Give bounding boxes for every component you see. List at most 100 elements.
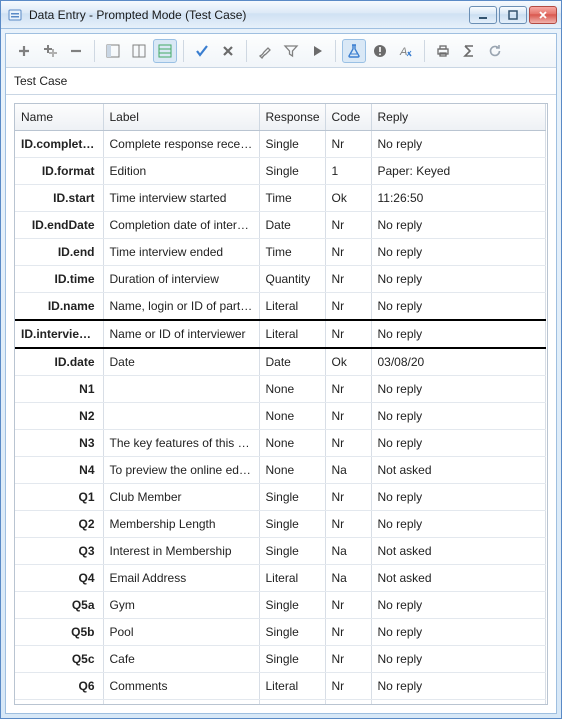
plus-multi-icon	[42, 43, 58, 59]
table-row[interactable]: ID.timeDuration of interviewQuantityNrNo…	[15, 266, 545, 293]
play-icon	[309, 43, 325, 59]
refresh-button[interactable]	[483, 39, 507, 63]
sigma-button[interactable]	[457, 39, 481, 63]
cell-code: Nr	[325, 293, 371, 321]
cell-name: N2	[15, 403, 103, 430]
data-grid: NameLabelResponseCodeReply ID.completedC…	[15, 104, 546, 705]
cell-name: Q3	[15, 538, 103, 565]
cell-code: Na	[325, 565, 371, 592]
plus-icon	[16, 43, 32, 59]
table-row[interactable]: Q2Membership LengthSingleNrNo reply	[15, 511, 545, 538]
table-row[interactable]: ID.formatEditionSingle1Paper: Keyed	[15, 158, 545, 185]
cell-code: 1	[325, 158, 371, 185]
cell-code: Nr	[325, 212, 371, 239]
cell-response: None	[259, 430, 325, 457]
table-row[interactable]: ID.endTime interview endedTimeNrNo reply	[15, 239, 545, 266]
table-row[interactable]: ID.dateDateDateOk03/08/20	[15, 348, 545, 376]
toolbar-separator	[335, 40, 336, 62]
maximize-button[interactable]	[499, 6, 527, 24]
cell-reply: No reply	[371, 239, 545, 266]
alert-circle-button[interactable]	[368, 39, 392, 63]
column-header[interactable]: Reply	[371, 104, 545, 131]
cell-code: Nr	[325, 239, 371, 266]
plus-multi-button[interactable]	[38, 39, 62, 63]
cell-response: None	[259, 376, 325, 403]
cell-label: The key features of this survey	[103, 430, 259, 457]
cell-name: ID.end	[15, 239, 103, 266]
cell-label: Gym	[103, 592, 259, 619]
table-row[interactable]: N3The key features of this surveyNoneNrN…	[15, 430, 545, 457]
column-header[interactable]: Response	[259, 104, 325, 131]
flask-button[interactable]	[342, 39, 366, 63]
cell-response: Single	[259, 511, 325, 538]
x-button[interactable]	[216, 39, 240, 63]
brush-button[interactable]	[253, 39, 277, 63]
cell-code: Nr	[325, 131, 371, 158]
layout1-button[interactable]	[101, 39, 125, 63]
cell-label: Duration of interview	[103, 266, 259, 293]
table-row[interactable]: ID.nameName, login or ID of participantL…	[15, 293, 545, 321]
cell-code: Na	[325, 457, 371, 484]
table-row[interactable]: N1NoneNrNo reply	[15, 376, 545, 403]
printer-button[interactable]	[431, 39, 455, 63]
table-row[interactable]: Q4Email AddressLiteralNaNot asked	[15, 565, 545, 592]
cell-code: Nr	[325, 320, 371, 348]
cell-response: None	[259, 403, 325, 430]
cell-name: Q4	[15, 565, 103, 592]
table-row[interactable]: Q5bPoolSingleNrNo reply	[15, 619, 545, 646]
check-button[interactable]	[190, 39, 214, 63]
plus-button[interactable]	[12, 39, 36, 63]
table-row[interactable]: N4To preview the online editionNoneNaNot…	[15, 457, 545, 484]
layout2-button[interactable]	[127, 39, 151, 63]
cell-label	[103, 403, 259, 430]
column-header[interactable]: Label	[103, 104, 259, 131]
cell-label: Pool	[103, 619, 259, 646]
layout3-button[interactable]	[153, 39, 177, 63]
window-title: Data Entry - Prompted Mode (Test Case)	[29, 8, 469, 22]
titlebar[interactable]: Data Entry - Prompted Mode (Test Case)	[1, 1, 561, 29]
close-button[interactable]	[529, 6, 557, 24]
table-row[interactable]: ID.startTime interview startedTimeOk11:2…	[15, 185, 545, 212]
cell-name: ID.start	[15, 185, 103, 212]
cell-response: Single	[259, 131, 325, 158]
cell-response: Single	[259, 619, 325, 646]
cell-name: ID.format	[15, 158, 103, 185]
table-row[interactable]: N5Thank you for your help PleaseNoneNrNo…	[15, 700, 545, 706]
table-row[interactable]: Q5aGymSingleNrNo reply	[15, 592, 545, 619]
refresh-icon	[487, 43, 503, 59]
cell-reply: Paper: Keyed	[371, 158, 545, 185]
cell-name: Q5a	[15, 592, 103, 619]
table-row[interactable]: Q6CommentsLiteralNrNo reply	[15, 673, 545, 700]
funnel-button[interactable]	[279, 39, 303, 63]
cell-reply: No reply	[371, 212, 545, 239]
cell-name: Q1	[15, 484, 103, 511]
cell-reply: No reply	[371, 293, 545, 321]
minimize-button[interactable]	[469, 6, 497, 24]
grid-scroll[interactable]: NameLabelResponseCodeReply ID.completedC…	[14, 103, 548, 705]
table-row[interactable]: ID.interviewerName or ID of interviewerL…	[15, 320, 545, 348]
cell-response: Single	[259, 592, 325, 619]
minus-icon	[68, 43, 84, 59]
cell-response: Single	[259, 646, 325, 673]
flask-icon	[346, 43, 362, 59]
table-row[interactable]: Q3Interest in MembershipSingleNaNot aske…	[15, 538, 545, 565]
cell-code: Nr	[325, 511, 371, 538]
table-row[interactable]: N2NoneNrNo reply	[15, 403, 545, 430]
table-row[interactable]: ID.completedComplete response receivedSi…	[15, 131, 545, 158]
cell-name: ID.interviewer	[15, 320, 103, 348]
table-row[interactable]: Q5cCafeSingleNrNo reply	[15, 646, 545, 673]
cell-label: Email Address	[103, 565, 259, 592]
cell-name: ID.date	[15, 348, 103, 376]
table-row[interactable]: ID.endDateCompletion date of interviewDa…	[15, 212, 545, 239]
cell-name: Q5c	[15, 646, 103, 673]
font-button[interactable]: A	[394, 39, 418, 63]
brush-icon	[257, 43, 273, 59]
cell-code: Nr	[325, 673, 371, 700]
cell-code: Na	[325, 538, 371, 565]
column-header[interactable]: Code	[325, 104, 371, 131]
play-button[interactable]	[305, 39, 329, 63]
table-row[interactable]: Q1Club MemberSingleNrNo reply	[15, 484, 545, 511]
cell-reply: No reply	[371, 403, 545, 430]
column-header[interactable]: Name	[15, 104, 103, 131]
minus-button[interactable]	[64, 39, 88, 63]
